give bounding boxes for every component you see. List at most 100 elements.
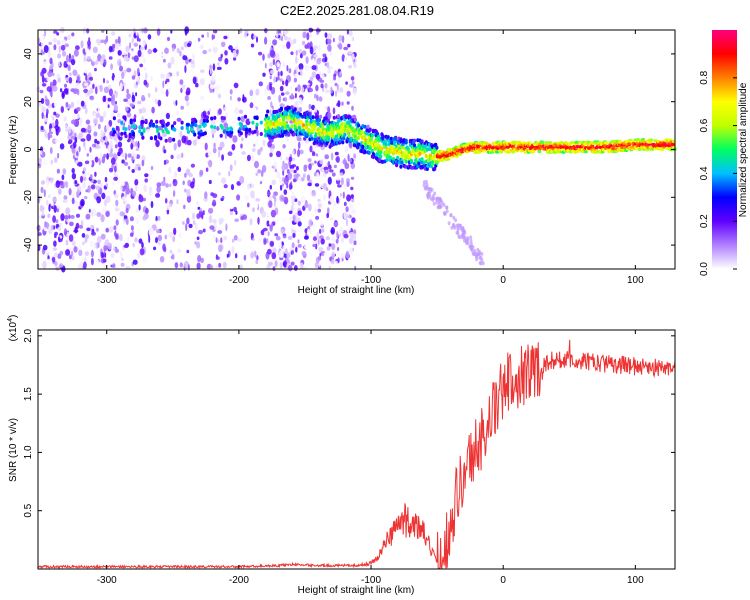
spectrogram-cell (294, 92, 297, 99)
spectrogram-cell (118, 135, 123, 141)
spectrogram-cell (242, 214, 248, 220)
spectrogram-cell (79, 225, 83, 229)
spectrogram-cell (81, 215, 85, 222)
spectrogram-cell (338, 233, 342, 237)
spectrogram-cell (439, 154, 444, 158)
spectrogram-cell (129, 118, 133, 123)
spectrogram-cell (339, 71, 342, 76)
spectrogram-cell (205, 64, 209, 70)
spectrogram-cell (290, 86, 293, 90)
spectrogram-cell (97, 106, 102, 112)
spectrogram-cell (138, 194, 144, 203)
spectrogram-cell (142, 258, 148, 264)
spectrogram-cell (172, 47, 175, 52)
spectrogram-cell (292, 149, 295, 155)
spectrogram-cell (253, 143, 256, 147)
spectrogram-cell (180, 120, 184, 125)
spectrogram-cell (471, 251, 475, 256)
spectrogram-cell (124, 106, 129, 112)
spectrogram-cell (211, 202, 217, 206)
spectrogram-cell (157, 215, 161, 221)
spectrogram-cell (127, 27, 132, 35)
spectrogram-cell (217, 62, 220, 66)
spectrogram-cell (243, 114, 248, 119)
spectrogram-cell (84, 160, 90, 165)
spectrogram-cell (292, 214, 296, 221)
spectrogram-cell (573, 150, 578, 154)
spectrogram-cell (108, 119, 113, 127)
spectrogram-cell (277, 117, 281, 122)
spectrogram-cell (254, 160, 259, 169)
spectrogram-cell (318, 255, 322, 261)
spectrogram-cell (296, 150, 300, 157)
spectrogram-cell (196, 262, 201, 270)
spectrogram-cell (297, 244, 302, 248)
spectrogram-cell (51, 122, 55, 129)
spectrogram-cell (270, 69, 275, 75)
spectrogram-cell (76, 107, 81, 112)
spectrogram-cell (89, 154, 94, 159)
y-tick-label: -40 (23, 237, 34, 252)
snr-y-ticks: 0.5 1.0 1.5 2.0 (23, 328, 675, 518)
spectrogram-cell (164, 198, 168, 204)
spectrogram-cell (197, 255, 202, 262)
spectrogram-cell (65, 123, 68, 130)
spectrogram-cell (287, 132, 291, 137)
spectrogram-cell (316, 231, 320, 240)
spectrogram-cell (166, 130, 170, 135)
spectrogram-cell (264, 62, 267, 69)
spectrogram-cell (292, 229, 297, 234)
spectrogram-cell (60, 183, 65, 189)
spectrogram-cell (100, 129, 104, 138)
spectrogram-cell (108, 152, 114, 158)
spectrogram-cell (60, 106, 64, 113)
spectrogram-cell (112, 116, 116, 121)
spectrogram-cell (343, 201, 347, 207)
spectrogram-cell (111, 99, 116, 106)
spectrogram-cell (142, 215, 147, 221)
spectrogram-cell (106, 124, 110, 131)
y-tick-label: 1.5 (23, 387, 34, 401)
spectrogram-cell (87, 40, 91, 47)
spectrogram-cell (164, 47, 169, 54)
spectrogram-cell (315, 153, 319, 157)
spectrogram-cell (343, 46, 349, 51)
spectrogram-cell (40, 71, 44, 77)
spectrogram-cell (351, 208, 357, 215)
spectrogram-cell (63, 83, 68, 88)
spectrogram-cell (309, 119, 313, 124)
spectrogram-cell (92, 143, 97, 148)
spectrogram-cell (120, 262, 125, 267)
spectrogram-cell (39, 35, 45, 41)
spectrogram-cell (101, 156, 106, 164)
spectrogram-cell (144, 118, 148, 123)
spectrogram-cell (131, 75, 136, 80)
spectrogram-cell (352, 87, 358, 96)
spectrogram-cell (47, 213, 51, 219)
spectrogram-cell (89, 76, 93, 81)
spectrogram-cell (276, 61, 280, 68)
spectrogram-cell (277, 71, 280, 77)
spectrogram-cell (384, 139, 388, 144)
spectrogram-cell (92, 46, 98, 53)
spectrogram-cell (80, 261, 83, 267)
spectrogram-cell (40, 98, 45, 104)
spectrogram-cell (215, 237, 218, 244)
x-tick-label: 100 (627, 275, 644, 286)
spectrogram-cell (163, 176, 166, 182)
spectrogram-cell (329, 195, 335, 204)
spectrogram-cell (102, 258, 107, 263)
spectrogram-cell (48, 204, 51, 212)
spectrogram-cell (325, 256, 328, 265)
spectrogram-cell (337, 100, 341, 108)
spectrogram-cell (126, 88, 129, 94)
spectrogram-cell (104, 239, 110, 246)
spectrogram-cell (82, 48, 86, 54)
spectrogram-cell (324, 56, 328, 63)
spectrogram-cell (48, 228, 53, 235)
spectrogram-cell (269, 39, 272, 46)
spectrogram-cell (302, 173, 306, 179)
spectrogram-cell (291, 191, 295, 200)
spectrogram-cell (58, 188, 62, 195)
spectrogram-cell (65, 207, 71, 215)
